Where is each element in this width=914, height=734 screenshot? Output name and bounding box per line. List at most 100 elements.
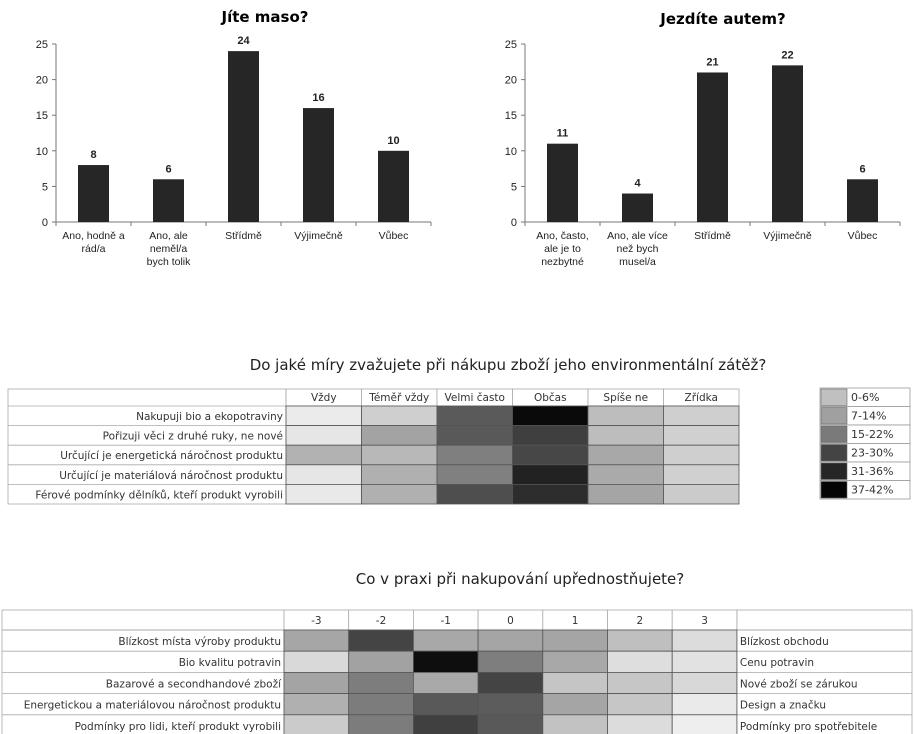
data-label: 21	[706, 56, 718, 68]
header-right-blank	[736, 609, 913, 631]
x-tick-label: než bych	[616, 243, 658, 255]
x-tick-label: Střídmě	[694, 230, 731, 242]
heatmap-cell	[587, 425, 664, 446]
heatmap-cell	[348, 693, 414, 716]
heatmap-cell	[283, 714, 350, 734]
bar-chart-car: Jezdíte autem? 0 5 10 15 20 25 11 Ano, často,al…	[505, 10, 901, 268]
heatmap-cell	[412, 650, 479, 673]
x-tick-label: Ano, ale více	[607, 230, 668, 242]
x-tick-label: ale je to	[544, 243, 581, 255]
heatmap-cell	[361, 405, 438, 427]
y-tick-label: 15	[505, 110, 517, 122]
data-label: 6	[859, 163, 865, 175]
heatmap-cell	[512, 483, 589, 505]
heatmap-cell	[477, 714, 544, 734]
heatmap-cell	[542, 693, 608, 716]
data-label: 10	[387, 135, 399, 147]
y-tick-label: 10	[36, 146, 48, 158]
column-label: Velmi často	[445, 392, 505, 404]
y-tick-label: 5	[511, 181, 517, 193]
heatmap-shopping-preference: Co v praxi při nakupování upřednostňujet…	[1, 570, 913, 734]
heatmap-cell	[348, 650, 414, 673]
row-label: Určující je energetická náročnost produk…	[60, 450, 283, 462]
y-tick-label: 5	[42, 181, 48, 193]
legend-label: 0-6%	[851, 391, 879, 404]
x-tick-label: Ano, ale	[149, 230, 188, 242]
column-label: 2	[637, 615, 644, 627]
column-label: -2	[376, 615, 386, 627]
heatmap-cell	[285, 405, 362, 427]
row-label-right: Blízkost obchodu	[740, 636, 829, 648]
heatmap-cell	[607, 693, 673, 716]
heatmap-cell	[412, 629, 479, 652]
row-label-left: Energetickou a materiálovou náročnost pr…	[24, 700, 281, 712]
heatmap-cell	[607, 714, 673, 734]
heatmap-cell	[412, 714, 479, 734]
heatmap-cell	[587, 464, 664, 485]
bar	[772, 65, 803, 222]
bar	[547, 143, 578, 222]
heatmap-cell	[361, 464, 438, 485]
heatmap-cell	[361, 425, 438, 446]
column-label: 0	[507, 615, 514, 627]
row-label-right: Podmínky pro spotřebitele	[740, 721, 877, 733]
y-tick-label: 15	[36, 110, 48, 122]
heatmap-title: Do jaké míry zvažujete při nákupu zboží …	[250, 356, 767, 374]
heatmap-cell	[436, 425, 513, 446]
chart-title: Jíte maso?	[221, 8, 309, 26]
heatmap-cell	[542, 629, 608, 652]
row-label: Pořizuji věci z druhé ruky, ne nové	[103, 431, 283, 443]
heatmap-cell	[412, 693, 479, 716]
bar	[847, 179, 878, 222]
data-label: 24	[237, 35, 250, 47]
column-label: 1	[572, 615, 579, 627]
heatmap-cell	[283, 629, 350, 652]
data-label: 11	[557, 128, 569, 140]
heatmap-cell	[436, 483, 513, 505]
legend-swatch	[820, 407, 848, 425]
legend-swatch	[820, 462, 848, 480]
heatmap-cell	[671, 693, 738, 716]
column-label: Spíše ne	[603, 392, 648, 404]
bar	[228, 51, 259, 223]
heatmap-cell	[477, 629, 544, 652]
x-tick-label: neměl/a	[150, 243, 188, 255]
y-tick-label: 0	[42, 217, 48, 229]
heatmap-cell	[361, 483, 438, 505]
heatmap-cell	[436, 405, 513, 427]
row-label: Nakupuji bio a ekopotraviny	[136, 411, 283, 423]
data-label: 22	[781, 49, 793, 61]
heatmap-cell	[663, 444, 740, 466]
x-tick-label: Střídmě	[225, 230, 262, 242]
y-tick-label: 20	[505, 75, 517, 87]
row-label-right: Design a značku	[740, 700, 826, 712]
row-label-left: Podmínky pro lidi, kteří produkt vyrobil…	[75, 721, 281, 733]
heatmap-cell	[607, 672, 673, 695]
x-tick-label: rád/a	[82, 243, 106, 255]
y-tick-label: 0	[511, 217, 517, 229]
column-label: -3	[311, 615, 321, 627]
heatmap-cell	[285, 464, 362, 485]
legend-label: 7-14%	[851, 410, 886, 423]
data-label: 8	[90, 149, 96, 161]
heatmap-cell	[512, 464, 589, 485]
legend-label: 23-30%	[851, 447, 893, 460]
heatmap-cell	[671, 714, 738, 734]
bar	[622, 193, 653, 222]
heatmap-cell	[542, 650, 608, 673]
heatmap-cell	[477, 693, 544, 716]
y-tick-label: 20	[36, 75, 48, 87]
x-tick-label: Vůbec	[848, 230, 878, 242]
column-label: -1	[441, 615, 451, 627]
bar	[697, 72, 728, 222]
row-label: Určující je materiálová náročnost produk…	[59, 470, 283, 482]
heatmap-cell	[663, 425, 740, 446]
x-tick-label: musel/a	[619, 256, 656, 268]
column-label: 3	[701, 615, 708, 627]
data-label: 4	[634, 178, 641, 190]
y-tick-label: 25	[505, 39, 517, 51]
header-left-blank	[1, 609, 285, 631]
row-label-left: Bio kvalitu potravin	[179, 657, 281, 669]
legend-label: 31-36%	[851, 465, 893, 478]
